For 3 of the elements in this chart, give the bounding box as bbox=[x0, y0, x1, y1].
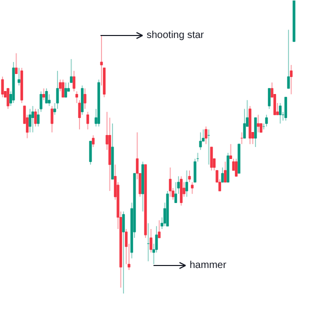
candlestick bbox=[194, 158, 196, 183]
annotation: shooting star bbox=[146, 30, 205, 41]
annotation: hammer bbox=[190, 260, 227, 271]
